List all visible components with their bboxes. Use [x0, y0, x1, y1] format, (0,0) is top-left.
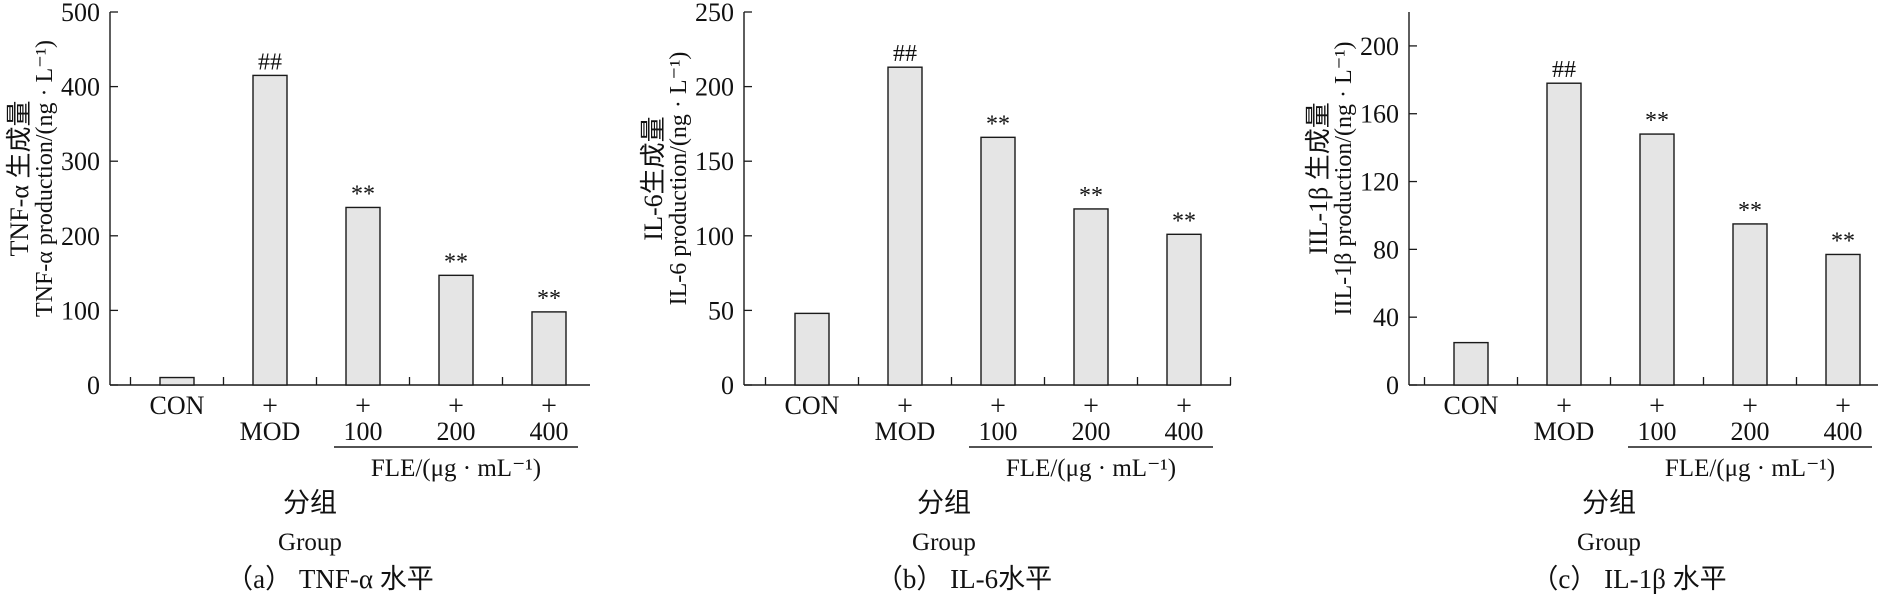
- y-tick-label: 50: [708, 296, 734, 325]
- y-tick-label: 100: [61, 296, 100, 325]
- significance-label: ##: [893, 41, 917, 67]
- plus-mark: +: [448, 391, 464, 422]
- y-axis-title-cn: IIL-1β 生成量: [1304, 102, 1333, 255]
- bar: [1546, 82, 1582, 386]
- plus-mark: +: [990, 391, 1006, 422]
- significance-label: **: [1645, 108, 1669, 134]
- y-tick-label: 120: [1360, 168, 1399, 197]
- x-category-label: 100: [344, 417, 383, 446]
- y-tick-label: 100: [695, 222, 734, 251]
- significance-label: **: [444, 249, 468, 275]
- y-tick-label: 500: [61, 0, 100, 27]
- y-tick-label: 200: [61, 222, 100, 251]
- bar: [438, 274, 474, 386]
- significance-label: **: [1079, 183, 1103, 209]
- bar: [1639, 133, 1675, 386]
- plus-mark: +: [541, 391, 557, 422]
- bar: [980, 136, 1016, 386]
- panel-c-il1b: 04080120160200CON##+MOD**+100**+200**+40…: [1304, 12, 1878, 594]
- plus-mark: +: [262, 391, 278, 422]
- plus-mark: +: [1556, 391, 1572, 422]
- plus-mark: +: [1835, 391, 1851, 422]
- bar: [531, 311, 567, 386]
- y-tick-label: 0: [1386, 371, 1399, 400]
- y-axis-title-cn: IL-6生成量: [639, 116, 668, 240]
- x-category-label: CON: [785, 391, 840, 420]
- y-axis-title-cn: TNF-α 生成量: [5, 101, 34, 257]
- bar: [252, 74, 288, 386]
- significance-label: ##: [1552, 57, 1576, 83]
- panel-a-tnf-alpha: 0100200300400500CON##+MOD**+100**+200**+…: [5, 0, 590, 594]
- x-category-label: 100: [1638, 417, 1677, 446]
- y-tick-label: 250: [695, 0, 734, 27]
- significance-label: **: [351, 181, 375, 207]
- x-category-label: MOD: [240, 417, 301, 446]
- x-axis-title-cn: 分组: [1582, 488, 1636, 518]
- panel-caption: （a） TNF-α 水平: [226, 564, 434, 594]
- bar: [794, 312, 830, 386]
- significance-label: **: [537, 286, 561, 312]
- significance-label: ##: [258, 49, 282, 75]
- y-tick-label: 0: [721, 371, 734, 400]
- x-category-label: CON: [1444, 391, 1499, 420]
- panel-caption: （c） IL-1β 水平: [1531, 564, 1726, 594]
- bar: [159, 376, 195, 386]
- significance-label: **: [1738, 198, 1762, 224]
- y-tick-label: 0: [87, 371, 100, 400]
- x-category-label: 400: [1165, 417, 1204, 446]
- y-tick-label: 300: [61, 147, 100, 176]
- bar: [1825, 253, 1861, 386]
- x-axis-title-en: Group: [912, 529, 976, 556]
- group-label: FLE/(μg · mL⁻¹): [1665, 455, 1835, 482]
- significance-label: **: [1172, 208, 1196, 234]
- panel-b-il6: 050100150200250CON##+MOD**+100**+200**+4…: [639, 0, 1232, 594]
- plus-mark: +: [1083, 391, 1099, 422]
- x-axis-title-cn: 分组: [917, 488, 971, 518]
- panel-caption: （b） IL-6水平: [876, 564, 1052, 594]
- y-tick-label: 400: [61, 73, 100, 102]
- plus-mark: +: [897, 391, 913, 422]
- y-tick-label: 80: [1373, 235, 1399, 264]
- bar: [1453, 341, 1489, 386]
- y-tick-label: 200: [1360, 32, 1399, 61]
- bar: [1732, 223, 1768, 386]
- y-axis-title-en: TNF-α production/(ng · L⁻¹): [32, 40, 58, 317]
- plus-mark: +: [1742, 391, 1758, 422]
- x-category-label: 200: [1731, 417, 1770, 446]
- y-tick-label: 40: [1373, 303, 1399, 332]
- y-axis-title-en: IIL-1β production/(ng · L⁻¹): [1331, 42, 1357, 316]
- y-tick-label: 150: [695, 147, 734, 176]
- bar: [887, 66, 923, 386]
- y-axis-title-en: IL-6 production/(ng · L⁻¹): [666, 52, 692, 306]
- significance-label: **: [986, 111, 1010, 137]
- x-category-label: CON: [150, 391, 205, 420]
- x-category-label: MOD: [875, 417, 936, 446]
- plus-mark: +: [1176, 391, 1192, 422]
- y-tick-label: 160: [1360, 100, 1399, 129]
- y-tick-label: 200: [695, 73, 734, 102]
- significance-label: **: [1831, 228, 1855, 254]
- bar: [1166, 233, 1202, 386]
- plus-mark: +: [355, 391, 371, 422]
- x-axis-title-en: Group: [1577, 529, 1641, 556]
- bar: [345, 206, 381, 386]
- x-axis-title-cn: 分组: [283, 488, 337, 518]
- x-category-label: 200: [1072, 417, 1111, 446]
- plus-mark: +: [1649, 391, 1665, 422]
- x-category-label: MOD: [1534, 417, 1595, 446]
- x-category-label: 100: [979, 417, 1018, 446]
- x-category-label: 400: [1824, 417, 1863, 446]
- x-category-label: 400: [530, 417, 569, 446]
- x-axis-title-en: Group: [278, 529, 342, 556]
- x-category-label: 200: [437, 417, 476, 446]
- group-label: FLE/(μg · mL⁻¹): [1006, 455, 1176, 482]
- group-label: FLE/(μg · mL⁻¹): [371, 455, 541, 482]
- bar: [1073, 208, 1109, 386]
